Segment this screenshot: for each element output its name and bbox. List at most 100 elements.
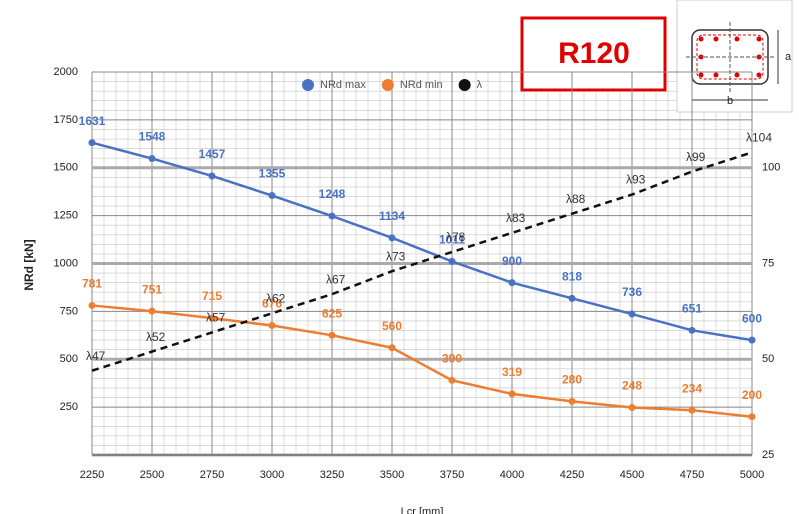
section-label-a: a (785, 51, 792, 63)
point (748, 336, 756, 344)
data-label: λ83 (506, 211, 526, 225)
data-label: λ104 (746, 131, 772, 145)
x-tick-label: 2500 (140, 469, 164, 481)
x-tick-label: 2250 (80, 469, 104, 481)
data-label: 781 (82, 277, 102, 291)
data-label: 676 (262, 297, 282, 311)
point (268, 322, 276, 330)
data-label: 200 (742, 388, 762, 402)
data-label: 651 (682, 302, 702, 316)
point (328, 212, 336, 220)
data-label: 715 (202, 289, 222, 303)
data-label: λ62 (266, 291, 286, 305)
series-line (91, 151, 753, 372)
data-label: 248 (622, 379, 642, 393)
x-tick-label: 4000 (500, 469, 524, 481)
point (148, 155, 156, 163)
point (208, 172, 216, 180)
data-label: 319 (502, 365, 522, 379)
data-label: 1355 (259, 167, 286, 181)
y2-tick-label: 50 (762, 353, 774, 365)
data-label: λ88 (566, 192, 586, 206)
x-tick-label: 3500 (380, 469, 404, 481)
y-tick-label: 1750 (54, 114, 78, 126)
point (568, 397, 576, 405)
legend-marker (458, 79, 471, 91)
y-tick-label: 750 (60, 305, 78, 317)
x-tick-label: 4750 (680, 469, 704, 481)
y-tick-label: 1250 (54, 210, 78, 222)
x-tick-label: 3750 (440, 469, 464, 481)
point (508, 390, 516, 398)
data-label: 751 (142, 282, 162, 296)
series-line (91, 304, 753, 418)
y-tick-label: 250 (60, 401, 78, 413)
data-label: 1011 (439, 233, 465, 247)
data-label: λ99 (686, 150, 706, 164)
y2-tick-label: 75 (762, 257, 774, 269)
x-tick-label: 5000 (740, 469, 764, 481)
data-label: 560 (382, 319, 402, 333)
data-label: 1548 (139, 130, 166, 144)
point (628, 404, 636, 412)
data-label: 390 (442, 351, 462, 365)
data-label: 1631 (79, 114, 106, 128)
badge-box (520, 16, 667, 92)
data-label: λ78 (446, 230, 466, 244)
data-label: 280 (562, 373, 582, 387)
y2-tick-label: 100 (762, 162, 780, 174)
legend-label: NRd max (320, 79, 366, 91)
point (688, 406, 696, 414)
legend-marker (381, 79, 394, 91)
point (568, 294, 576, 302)
y-tick-label: 1000 (54, 257, 78, 269)
point (628, 310, 636, 318)
point (148, 307, 156, 315)
data-label: 1134 (379, 209, 405, 223)
point (208, 314, 216, 322)
data-label: λ93 (626, 173, 646, 187)
data-label: 234 (682, 381, 702, 395)
data-label: 1248 (319, 187, 346, 201)
y-tick-label: 2000 (54, 66, 78, 78)
data-label: λ73 (386, 249, 406, 263)
point (328, 331, 336, 339)
point (88, 301, 96, 309)
data-label: 900 (502, 254, 522, 268)
y-tick-label: 500 (60, 353, 78, 365)
point (448, 257, 456, 265)
point (388, 234, 396, 242)
point (388, 344, 396, 352)
y2-tick-label: 25 (762, 449, 774, 461)
data-label: λ67 (326, 272, 346, 286)
data-label: 600 (742, 311, 762, 325)
section-label-b: b (727, 95, 733, 107)
y-axis-title: NRd [kN] (22, 239, 36, 290)
data-label: 1457 (199, 147, 226, 161)
x-tick-label: 3000 (260, 469, 284, 481)
data-label: 736 (622, 285, 642, 299)
x-tick-label: 4500 (620, 469, 644, 481)
data-label: 625 (322, 306, 342, 320)
legend-label: NRd min (400, 79, 443, 91)
data-label: λ47 (86, 349, 106, 363)
legend-marker (302, 79, 314, 91)
x-tick-label: 4250 (560, 469, 584, 481)
point (508, 279, 516, 287)
x-tick-label: 2750 (200, 469, 224, 481)
series-line (91, 141, 753, 342)
point (688, 326, 696, 334)
x-axis-title: Lcr [mm] (401, 506, 444, 514)
section-diagram (676, 0, 793, 113)
data-label: 818 (562, 270, 582, 284)
point (448, 376, 456, 384)
data-label: λ52 (146, 330, 166, 344)
data-label: λ57 (206, 311, 226, 325)
badge: R120 (558, 37, 630, 70)
y-tick-label: 1500 (54, 162, 78, 174)
point (748, 413, 756, 421)
point (268, 192, 276, 200)
legend-label: λ (477, 79, 483, 91)
point (88, 139, 96, 147)
